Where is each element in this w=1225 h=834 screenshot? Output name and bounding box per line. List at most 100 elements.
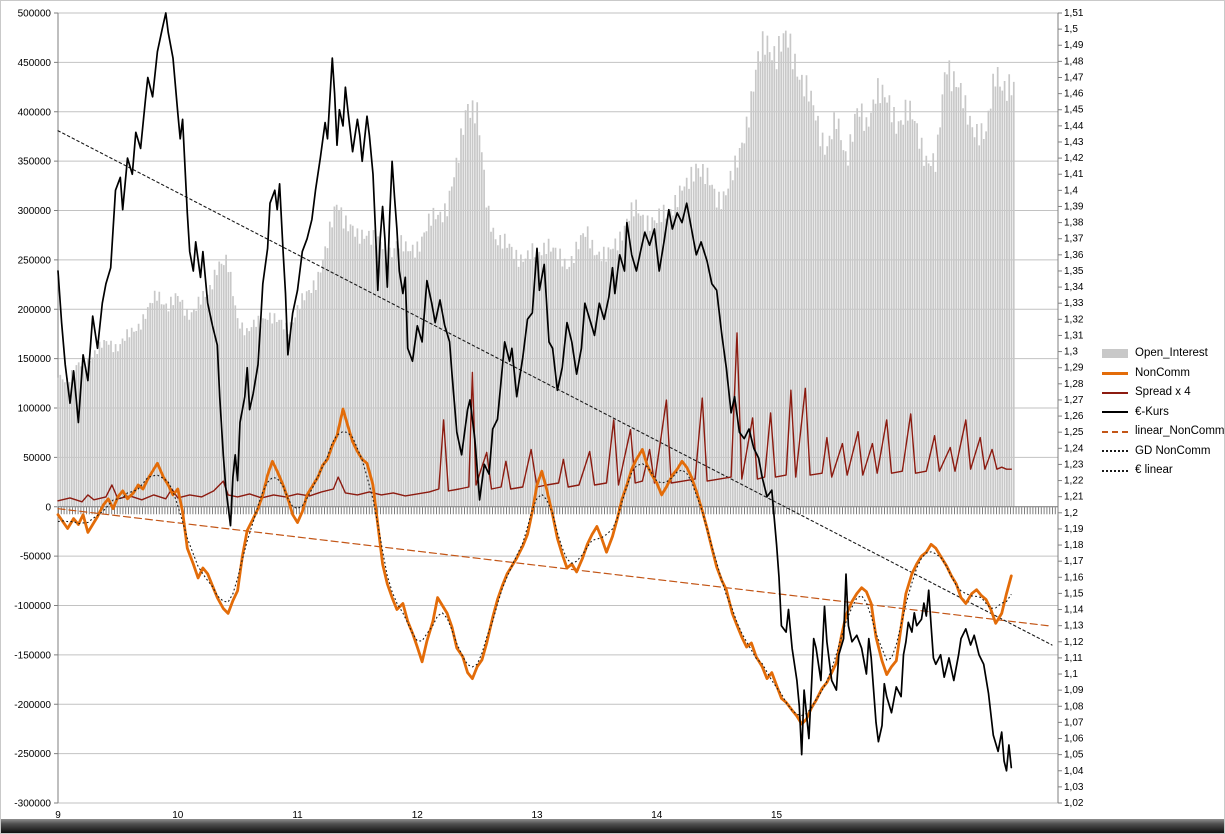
- svg-text:-100000: -100000: [14, 601, 51, 612]
- svg-text:50000: 50000: [23, 453, 51, 464]
- svg-text:1,34: 1,34: [1064, 282, 1084, 293]
- legend-item-spread[interactable]: Spread x 4: [1102, 383, 1224, 403]
- svg-text:250000: 250000: [18, 255, 52, 266]
- svg-text:350000: 350000: [18, 157, 52, 168]
- open-interest-bar-swatch: [1102, 349, 1128, 359]
- svg-text:11: 11: [292, 810, 303, 821]
- svg-text:1,22: 1,22: [1064, 476, 1084, 487]
- legend-item-linear-noncomm[interactable]: linear_NonComm: [1102, 422, 1224, 442]
- svg-text:1,03: 1,03: [1064, 782, 1084, 793]
- linear-noncomm-dash-swatch: [1102, 430, 1128, 433]
- series-open-interest: [57, 30, 1015, 507]
- svg-text:14: 14: [651, 810, 663, 821]
- svg-text:-50000: -50000: [20, 552, 52, 563]
- svg-text:1,49: 1,49: [1064, 40, 1084, 51]
- svg-text:-250000: -250000: [14, 749, 51, 760]
- svg-text:1,02: 1,02: [1064, 798, 1084, 809]
- svg-text:1,12: 1,12: [1064, 637, 1084, 648]
- legend-label-open-interest: Open_Interest: [1135, 347, 1208, 359]
- svg-text:1,39: 1,39: [1064, 201, 1084, 212]
- svg-text:1,14: 1,14: [1064, 605, 1084, 616]
- euro-kurs-line-swatch: [1102, 411, 1128, 414]
- svg-text:150000: 150000: [18, 354, 52, 365]
- series-gd-noncomm: [57, 430, 1012, 717]
- svg-text:15: 15: [771, 810, 783, 821]
- legend-label-noncomm: NonComm: [1135, 366, 1190, 379]
- svg-text:1,45: 1,45: [1064, 105, 1084, 116]
- svg-text:1,4: 1,4: [1064, 185, 1078, 196]
- legend-label-linear-noncomm: linear_NonComm: [1135, 425, 1225, 437]
- svg-text:1,46: 1,46: [1064, 89, 1084, 100]
- svg-text:1,04: 1,04: [1064, 766, 1084, 777]
- series-linear: [57, 130, 1053, 646]
- legend-item-euro-kurs[interactable]: €-Kurs: [1102, 403, 1224, 423]
- svg-text:1,37: 1,37: [1064, 234, 1084, 245]
- svg-text:1,28: 1,28: [1064, 379, 1084, 390]
- svg-text:12: 12: [412, 810, 424, 821]
- svg-text:1,1: 1,1: [1064, 669, 1078, 680]
- svg-text:300000: 300000: [18, 206, 52, 217]
- gd-noncomm-dot-swatch: [1102, 450, 1128, 453]
- svg-text:1,51: 1,51: [1064, 8, 1084, 19]
- legend-label-spread: Spread x 4: [1135, 386, 1191, 398]
- svg-text:1,33: 1,33: [1064, 298, 1084, 309]
- svg-text:1,05: 1,05: [1064, 750, 1084, 761]
- svg-text:1,17: 1,17: [1064, 556, 1084, 567]
- svg-text:1,29: 1,29: [1064, 363, 1084, 374]
- svg-text:9: 9: [55, 810, 61, 821]
- spread-line-swatch: [1102, 391, 1128, 394]
- svg-text:1,32: 1,32: [1064, 314, 1084, 325]
- svg-text:1,35: 1,35: [1064, 266, 1084, 277]
- svg-text:1,44: 1,44: [1064, 121, 1084, 132]
- svg-text:1,19: 1,19: [1064, 524, 1084, 535]
- chart-legend: Open_Interest NonComm Spread x 4 €-Kurs …: [1102, 344, 1224, 481]
- svg-text:-300000: -300000: [14, 799, 51, 810]
- svg-text:1,42: 1,42: [1064, 153, 1084, 164]
- legend-item-gd-noncomm[interactable]: GD NonComm: [1102, 442, 1224, 462]
- svg-text:1,38: 1,38: [1064, 218, 1084, 229]
- svg-text:1,21: 1,21: [1064, 492, 1084, 503]
- svg-text:1,09: 1,09: [1064, 685, 1084, 696]
- noncomm-line-swatch: [1102, 371, 1128, 375]
- svg-text:1,07: 1,07: [1064, 717, 1084, 728]
- svg-text:1,24: 1,24: [1064, 443, 1084, 454]
- svg-text:1,06: 1,06: [1064, 734, 1084, 745]
- svg-text:1,2: 1,2: [1064, 508, 1078, 519]
- svg-text:0: 0: [45, 502, 51, 513]
- svg-text:1,15: 1,15: [1064, 588, 1084, 599]
- svg-text:1,47: 1,47: [1064, 72, 1084, 83]
- svg-text:-150000: -150000: [14, 650, 51, 661]
- svg-text:1,18: 1,18: [1064, 540, 1084, 551]
- legend-label-euro-kurs: €-Kurs: [1135, 405, 1169, 418]
- svg-text:1,27: 1,27: [1064, 395, 1084, 406]
- svg-text:200000: 200000: [18, 305, 52, 316]
- legend-item-noncomm[interactable]: NonComm: [1102, 364, 1224, 384]
- series-linear-noncomm: [57, 508, 1053, 627]
- series-noncomm: [56, 407, 1013, 726]
- svg-text:1,16: 1,16: [1064, 572, 1084, 583]
- legend-item-open-interest[interactable]: Open_Interest: [1102, 344, 1224, 364]
- svg-text:400000: 400000: [18, 107, 52, 118]
- svg-text:1,11: 1,11: [1064, 653, 1083, 664]
- svg-text:1,5: 1,5: [1064, 24, 1078, 35]
- svg-text:500000: 500000: [18, 9, 52, 20]
- svg-text:10: 10: [172, 810, 184, 821]
- series-spread-x-4: [57, 332, 1012, 503]
- euro-linear-dot-swatch: [1102, 469, 1128, 472]
- svg-text:1,26: 1,26: [1064, 411, 1084, 422]
- svg-text:1,3: 1,3: [1064, 347, 1078, 358]
- legend-item-euro-linear[interactable]: € linear: [1102, 461, 1224, 481]
- svg-text:13: 13: [531, 810, 543, 821]
- svg-text:1,25: 1,25: [1064, 427, 1084, 438]
- series-kurs: [57, 12, 1013, 772]
- svg-text:-200000: -200000: [14, 700, 51, 711]
- window-bottom-bar: [1, 819, 1224, 833]
- svg-text:1,48: 1,48: [1064, 56, 1084, 67]
- svg-text:1,08: 1,08: [1064, 701, 1084, 712]
- svg-text:1,36: 1,36: [1064, 250, 1084, 261]
- svg-text:1,41: 1,41: [1064, 169, 1084, 180]
- svg-text:450000: 450000: [18, 58, 52, 69]
- legend-label-gd-noncomm: GD NonComm: [1135, 444, 1211, 457]
